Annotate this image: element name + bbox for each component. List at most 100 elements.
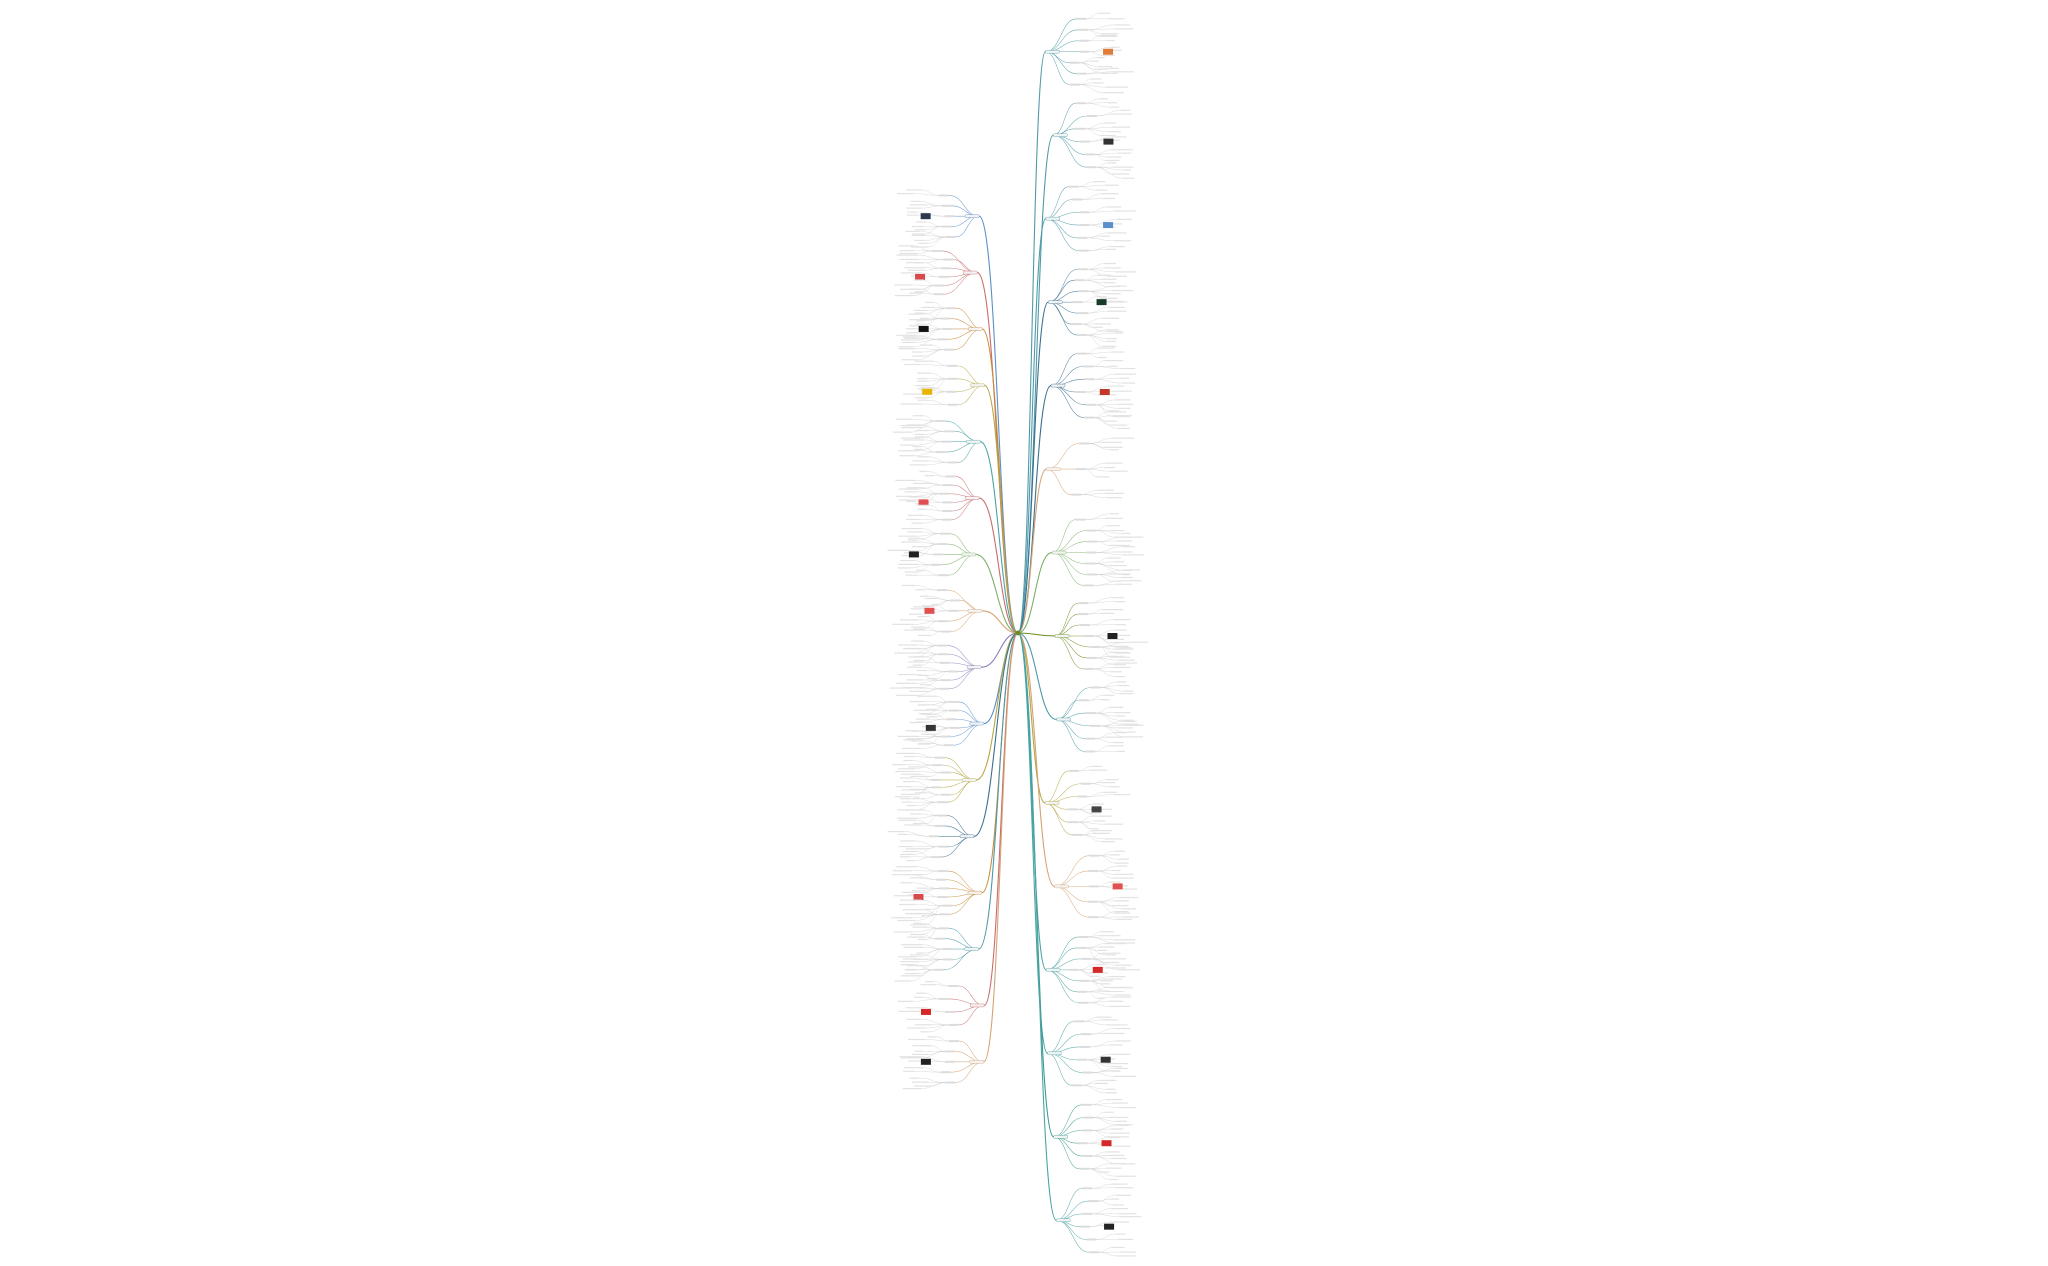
leaf-node[interactable] [926,708,936,711]
leaf-node[interactable] [900,853,914,856]
leaf-node[interactable] [906,332,921,334]
leaf-node[interactable] [1110,706,1124,708]
leaf-node[interactable] [899,250,914,252]
leaf-node[interactable] [899,798,912,800]
child-node[interactable] [1079,979,1090,982]
child-node[interactable] [934,824,945,827]
child-node[interactable] [1079,624,1090,627]
leaf-node[interactable] [1106,779,1119,781]
leaf-node[interactable] [1105,1151,1120,1153]
leaf-node[interactable] [1099,98,1109,100]
leaf-node[interactable] [1101,193,1119,195]
leaf-node[interactable] [908,319,931,321]
leaf-node[interactable] [909,700,925,703]
leaf-node[interactable] [1112,415,1132,417]
child-node[interactable] [1087,540,1098,543]
leaf-node[interactable] [1113,664,1126,666]
leaf-node[interactable] [912,1081,929,1083]
branch-node[interactable] [970,383,985,388]
child-node[interactable] [939,913,950,916]
branch-node[interactable] [1046,467,1061,471]
leaf-node[interactable] [1108,410,1120,412]
leaf-node[interactable] [1110,449,1119,451]
leaf-node[interactable] [897,567,911,569]
child-node[interactable] [944,430,955,433]
child-node[interactable] [1080,1225,1091,1228]
leaf-node[interactable] [894,980,911,982]
leaf-node[interactable] [903,759,913,762]
leaf-node[interactable] [1114,1145,1131,1147]
child-node[interactable] [948,670,959,673]
leaf-node[interactable] [1116,1255,1136,1257]
leaf-node[interactable] [895,495,913,497]
leaf-node[interactable] [1112,666,1131,669]
leaf-node[interactable] [1116,681,1127,683]
branch-node[interactable] [1044,801,1060,805]
leaf-node[interactable] [917,615,928,618]
leaf-node[interactable] [1092,815,1111,817]
child-node[interactable] [948,984,959,987]
leaf-node[interactable] [1101,781,1116,784]
child-node[interactable] [1078,602,1089,605]
child-node[interactable] [944,348,955,351]
child-node[interactable] [937,896,948,899]
child-node[interactable] [947,403,958,406]
leaf-node[interactable] [905,1007,925,1009]
leaf-node[interactable] [1105,736,1124,738]
leaf-node[interactable] [1101,931,1114,933]
leaf-node[interactable] [902,1087,921,1090]
leaf-node[interactable] [904,491,918,493]
leaf-node[interactable] [1111,641,1127,644]
leaf-node[interactable] [1111,1065,1122,1068]
leaf-node[interactable] [899,455,915,457]
leaf-node[interactable] [915,429,929,432]
leaf-node[interactable] [1109,1221,1130,1223]
leaf-node[interactable] [1112,126,1131,128]
leaf-node[interactable] [887,549,909,551]
leaf-node[interactable] [1105,301,1128,303]
child-node[interactable] [1088,885,1099,888]
child-node[interactable] [1082,1071,1093,1074]
leaf-node[interactable] [1109,565,1127,567]
leaf-node[interactable] [892,764,906,766]
leaf-node[interactable] [1111,996,1132,998]
child-node[interactable] [938,997,949,1000]
leaf-node[interactable] [891,917,913,919]
leaf-node[interactable] [1116,634,1130,637]
child-node[interactable] [1079,140,1090,143]
leaf-node[interactable] [1118,684,1130,687]
leaf-node[interactable] [1121,888,1137,890]
leaf-node[interactable] [1111,113,1132,115]
leaf-node[interactable] [1121,109,1130,111]
leaf-node[interactable] [908,656,917,658]
leaf-node[interactable] [899,252,918,255]
leaf-node[interactable] [896,866,918,868]
leaf-node[interactable] [1109,49,1122,51]
child-node[interactable] [937,338,948,341]
child-node[interactable] [938,927,949,930]
leaf-node[interactable] [931,603,940,606]
leaf-node[interactable] [897,1000,914,1002]
leaf-node[interactable] [911,246,929,248]
child-node[interactable] [939,887,950,890]
child-node[interactable] [937,870,948,873]
leaf-node[interactable] [1117,1106,1136,1109]
leaf-node[interactable] [1114,373,1137,375]
child-node[interactable] [949,599,960,602]
leaf-node[interactable] [906,965,926,967]
leaf-node[interactable] [916,887,928,889]
leaf-node[interactable] [908,894,917,896]
leaf-node[interactable] [917,674,929,676]
child-node[interactable] [1075,127,1086,130]
leaf-node[interactable] [1112,580,1122,582]
child-node[interactable] [945,475,956,478]
branch-node[interactable] [961,778,977,782]
leaf-node[interactable] [1101,841,1115,843]
leaf-node[interactable] [914,360,933,362]
child-node[interactable] [940,1071,951,1074]
leaf-node[interactable] [906,214,918,216]
leaf-node[interactable] [1110,470,1128,472]
leaf-node[interactable] [909,788,920,790]
leaf-node[interactable] [896,682,917,684]
leaf-node[interactable] [911,890,920,892]
